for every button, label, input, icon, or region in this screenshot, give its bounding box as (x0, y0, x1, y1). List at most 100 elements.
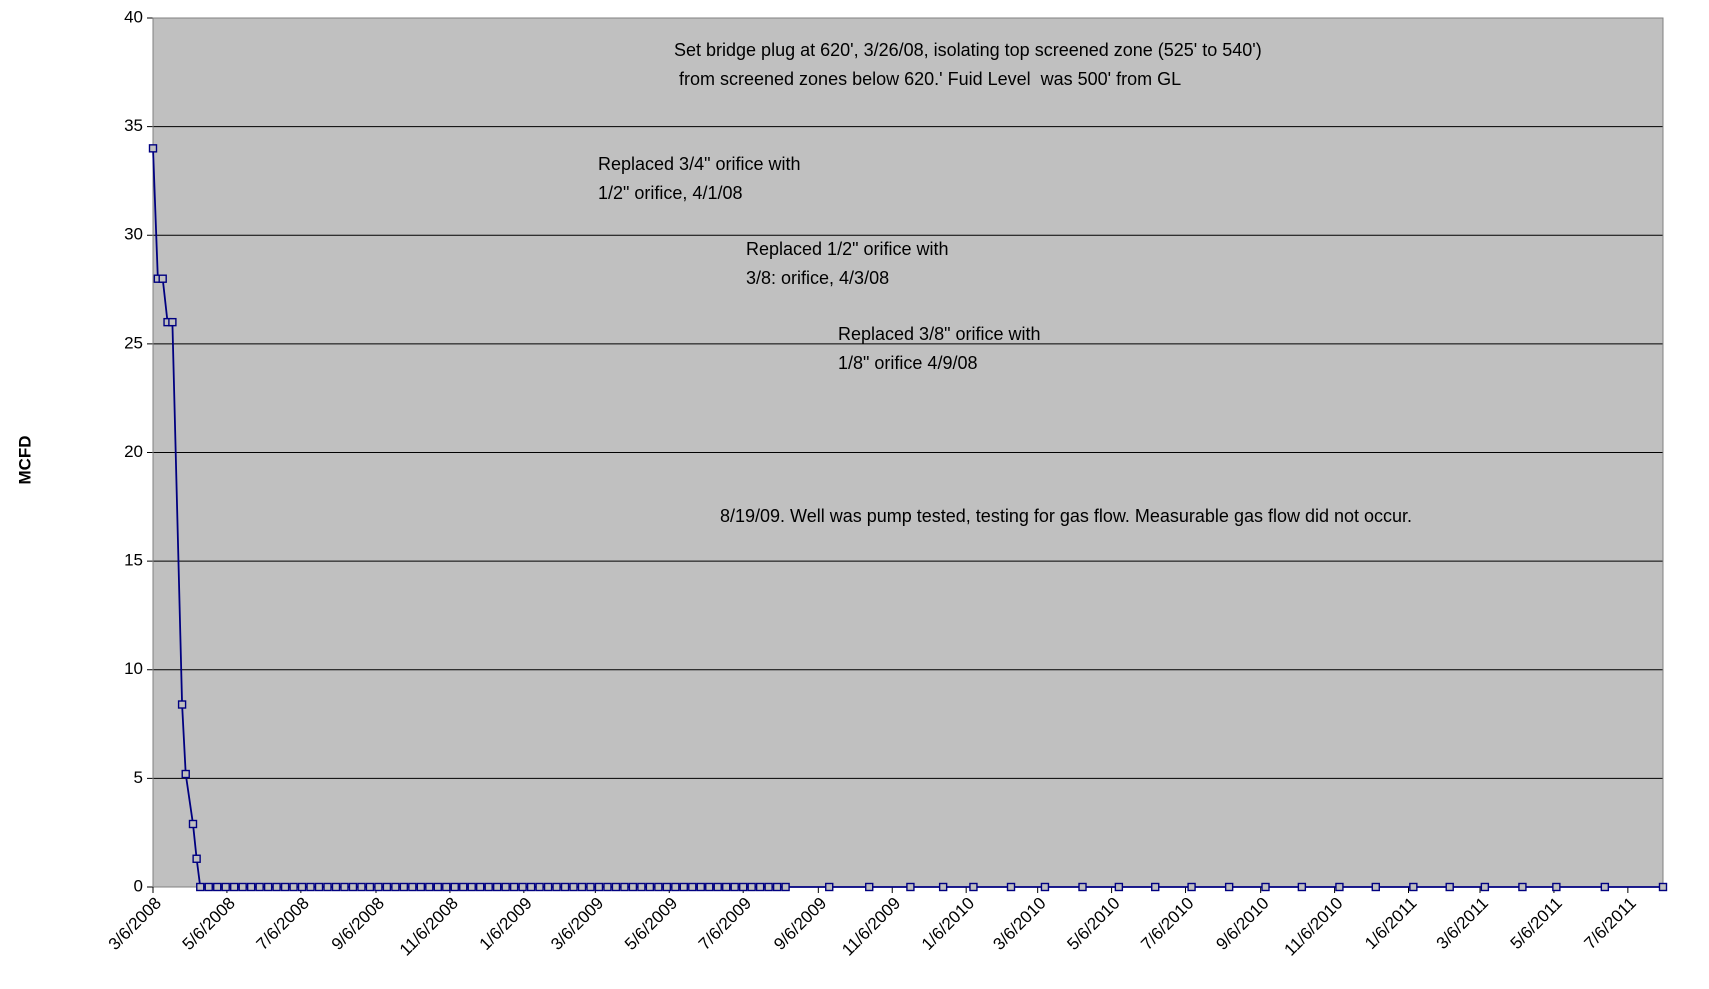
data-point (825, 882, 834, 892)
x-tick-label: 7/6/2010 (1137, 894, 1197, 954)
data-point (323, 882, 332, 892)
data-point (688, 882, 697, 892)
data-point (221, 882, 230, 892)
data-point (938, 882, 948, 892)
data-point (374, 882, 383, 892)
x-tick-label: 5/6/2011 (1507, 894, 1566, 953)
data-point (1006, 882, 1016, 892)
y-axis-label: MCFD (15, 435, 34, 484)
data-point (177, 700, 187, 709)
data-point (476, 882, 485, 892)
data-point (662, 882, 672, 892)
y-tick-label: 30 (124, 225, 143, 244)
data-point (289, 882, 298, 892)
data-point (280, 882, 290, 892)
data-point (306, 882, 315, 892)
data-point (620, 882, 629, 892)
data-point (535, 882, 544, 892)
annotation: 1/2" orifice, 4/1/08 (598, 183, 742, 203)
data-point (450, 882, 459, 892)
y-tick-label: 35 (124, 116, 143, 135)
data-point (1335, 882, 1344, 892)
data-point (526, 882, 536, 892)
data-point (399, 882, 409, 892)
y-tick-label: 0 (134, 876, 143, 895)
data-point (467, 882, 476, 892)
x-tick-label: 1/6/2009 (476, 894, 536, 954)
data-point (654, 882, 663, 892)
data-point (543, 882, 553, 892)
x-tick-label: 5/6/2009 (621, 894, 681, 954)
data-point (196, 882, 205, 892)
data-point (188, 819, 198, 829)
data-point (425, 882, 434, 892)
data-point (679, 882, 689, 892)
data-point (433, 882, 442, 892)
data-point (331, 882, 341, 892)
x-tick-label: 11/6/2008 (396, 894, 462, 960)
x-tick-label: 5/6/2008 (179, 894, 239, 954)
data-point (484, 882, 493, 892)
data-point (722, 882, 731, 892)
data-point (671, 882, 680, 892)
data-point (1261, 882, 1270, 892)
data-point (1040, 882, 1050, 892)
data-point (569, 882, 578, 892)
data-point (238, 882, 247, 892)
data-point (1480, 882, 1490, 892)
data-point (518, 882, 527, 892)
data-point (192, 854, 201, 863)
data-point (357, 882, 366, 892)
annotation: Set bridge plug at 620', 3/26/08, isolat… (674, 40, 1262, 60)
x-tick-label: 7/6/2009 (695, 894, 755, 954)
x-tick-label: 7/6/2011 (1581, 894, 1640, 953)
data-point (906, 882, 915, 892)
data-point (1518, 882, 1527, 892)
data-point (1658, 882, 1668, 892)
data-point (747, 882, 756, 892)
data-point (772, 882, 782, 892)
data-point (246, 882, 256, 892)
annotation: Replaced 3/4" orifice with (598, 154, 801, 174)
data-point (229, 882, 239, 892)
annotation: 1/8" orifice 4/9/08 (838, 353, 977, 373)
data-point (442, 882, 451, 892)
data-point (611, 882, 621, 892)
data-point (314, 882, 324, 892)
x-tick-label: 9/6/2009 (770, 894, 830, 954)
data-point (1114, 882, 1124, 892)
data-point (628, 882, 638, 892)
data-point (594, 882, 604, 892)
x-tick-label: 11/6/2009 (838, 894, 904, 960)
data-point (181, 769, 190, 779)
x-tick-label: 1/6/2011 (1361, 894, 1420, 953)
data-point (781, 882, 790, 892)
x-tick-label: 7/6/2008 (253, 894, 313, 954)
data-point (696, 882, 705, 892)
data-point (1409, 882, 1418, 892)
x-tick-label: 9/6/2010 (1212, 894, 1272, 954)
x-tick-label: 3/6/2010 (989, 894, 1049, 954)
data-point (738, 882, 748, 892)
x-tick-label: 9/6/2008 (328, 894, 388, 954)
data-point (382, 882, 392, 892)
data-point (552, 882, 561, 892)
y-tick-label: 20 (124, 442, 143, 461)
data-point (586, 882, 595, 892)
data-point (1552, 882, 1561, 892)
y-tick-label: 10 (124, 659, 143, 678)
x-tick-label: 1/6/2010 (918, 894, 978, 954)
data-point (603, 882, 612, 892)
data-point (408, 882, 417, 892)
data-point (1187, 882, 1196, 892)
data-point (348, 882, 358, 892)
data-point (637, 882, 646, 892)
data-point (492, 882, 502, 892)
y-tick-label: 40 (124, 7, 143, 26)
data-point (1297, 882, 1307, 892)
data-point (340, 882, 349, 892)
data-point (705, 882, 714, 892)
data-point (272, 882, 281, 892)
data-point (577, 882, 587, 892)
data-point (204, 882, 213, 892)
